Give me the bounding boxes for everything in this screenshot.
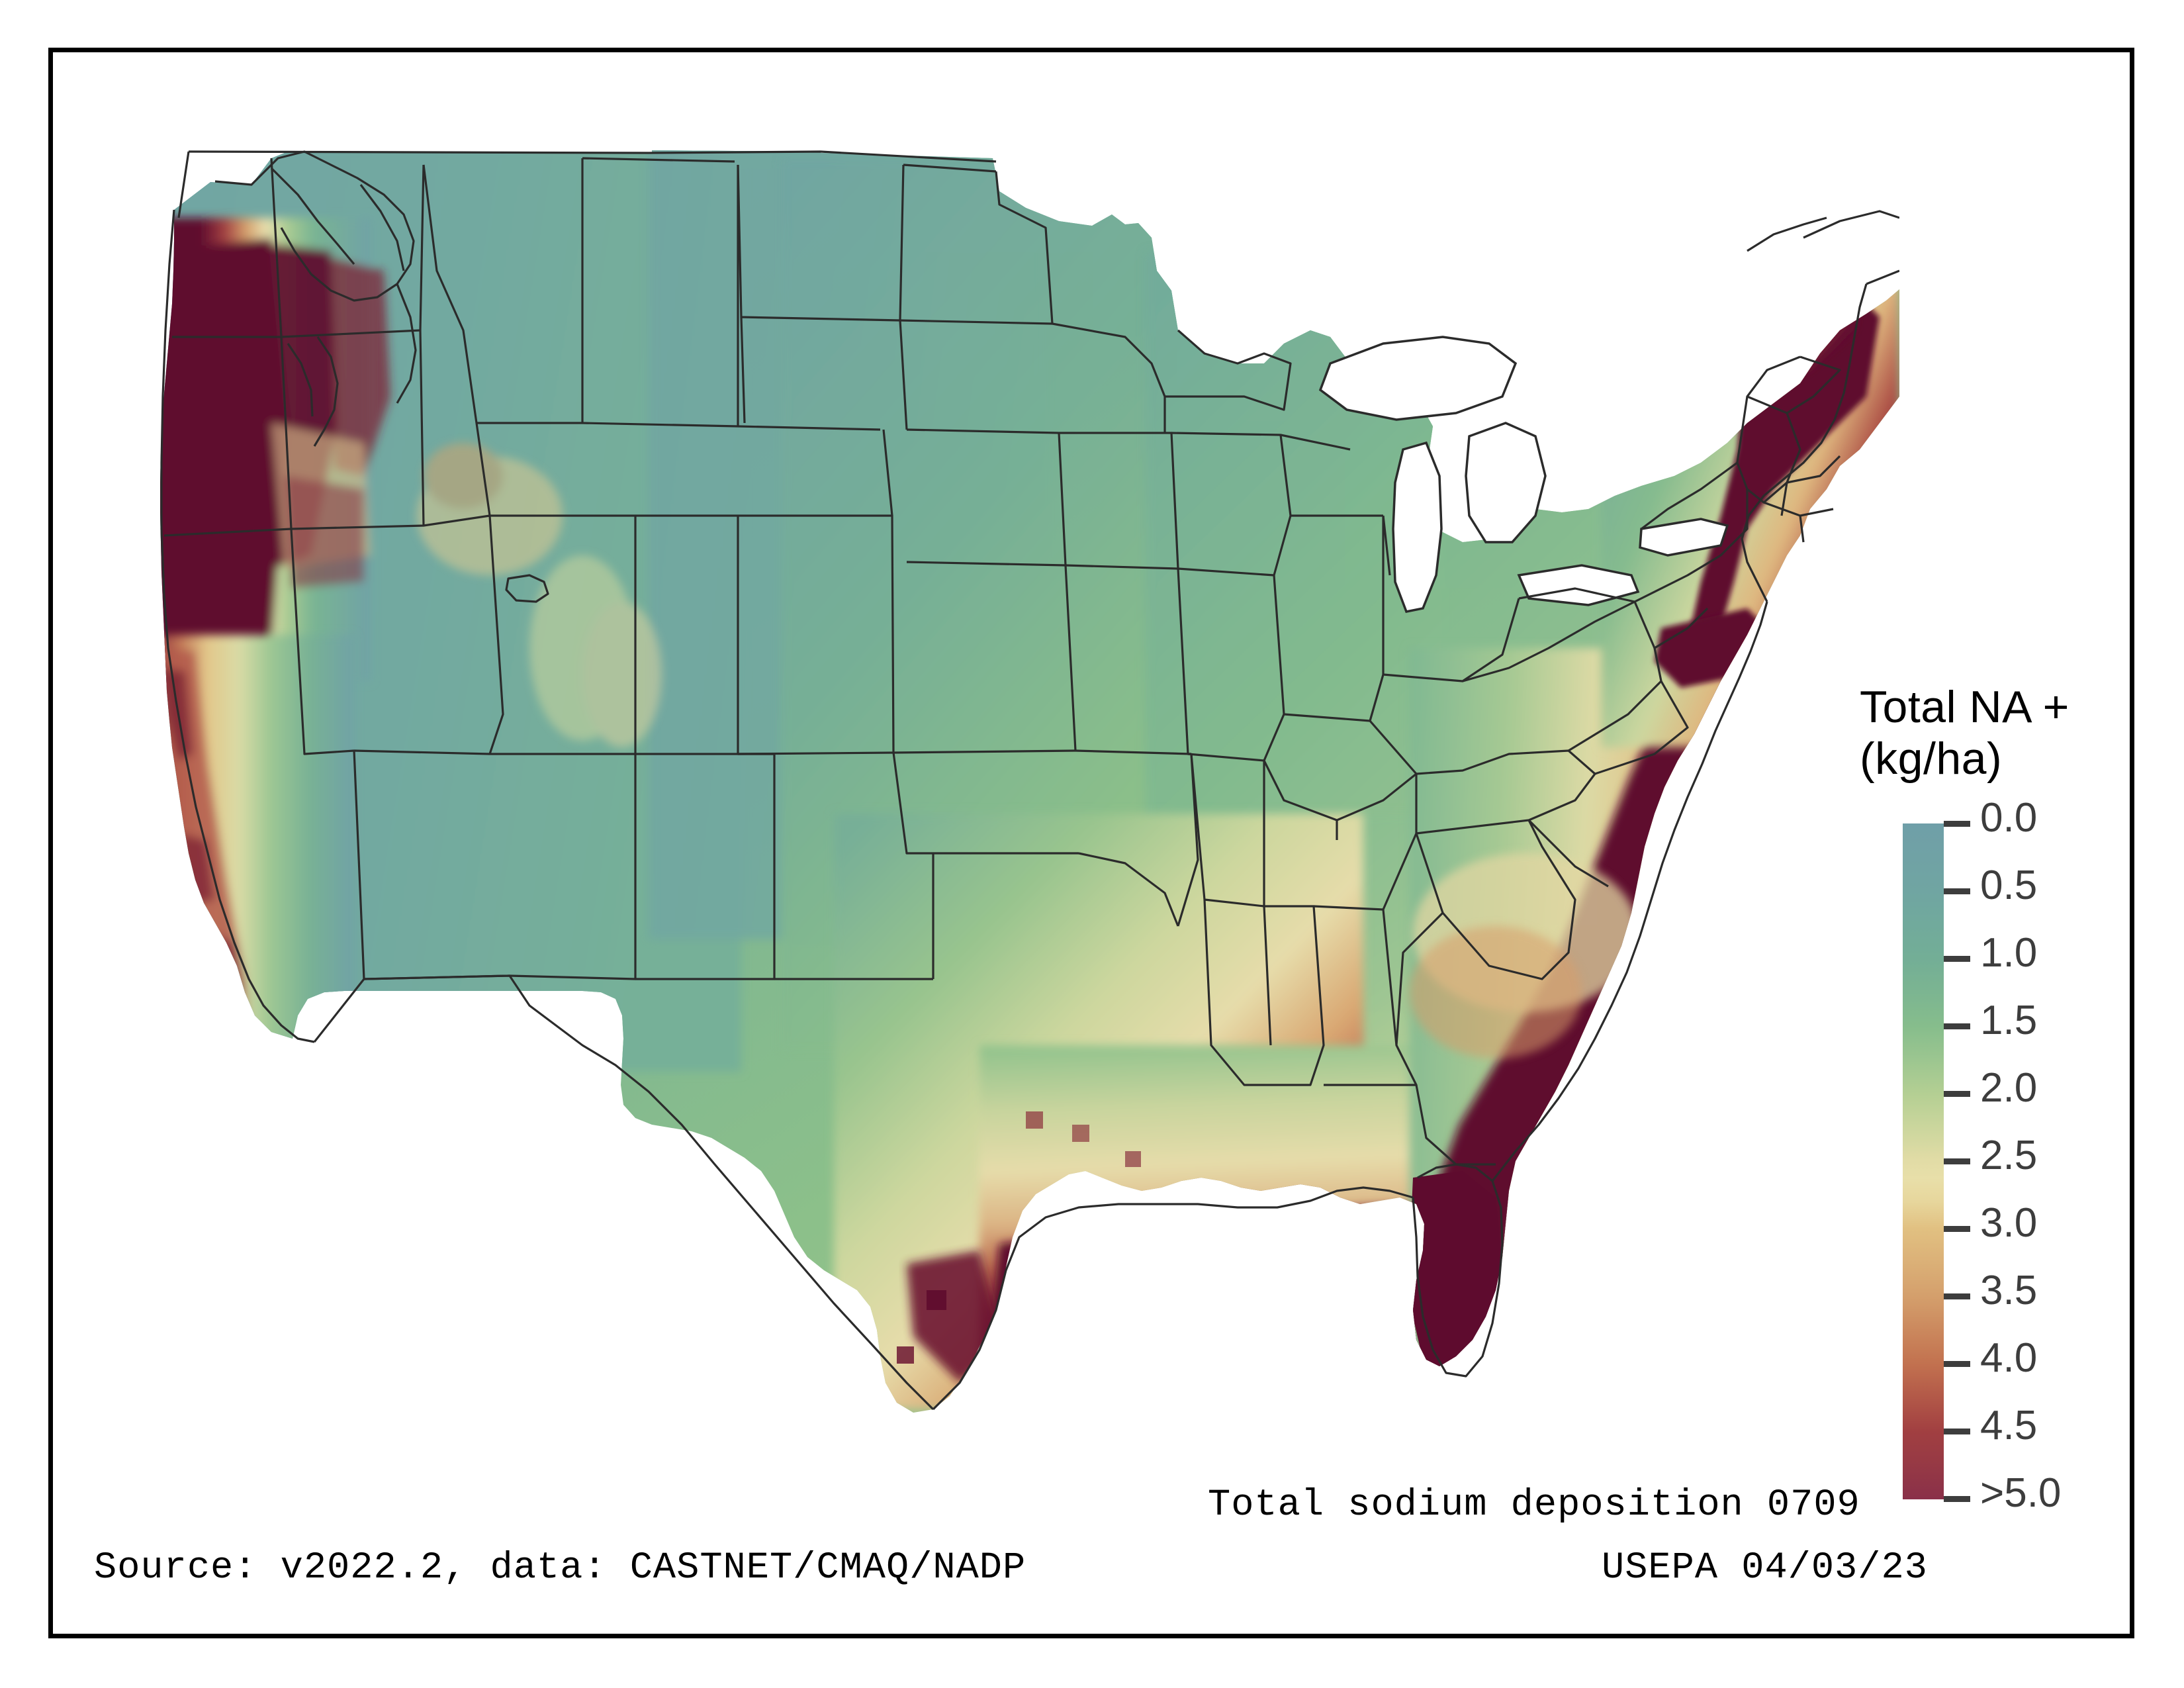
colorbar-tick-5 (1944, 1158, 1970, 1164)
colorbar-label-9: 4.5 (1980, 1403, 2038, 1448)
colorbar-tick-0 (1944, 821, 1970, 827)
colorbar-label-7: 3.5 (1980, 1268, 2038, 1313)
colorbar-gradient (1903, 823, 1944, 1499)
map-caption-agency: USEPA 04/03/23 (1602, 1547, 1928, 1589)
colorbar-tick-3 (1944, 1023, 1970, 1029)
colorbar-label-8: 4.0 (1980, 1335, 2038, 1381)
figure-frame: Total NA + (kg/ha) (48, 48, 2134, 1638)
colorbar-tick-6 (1944, 1226, 1970, 1232)
colorbar-label-10: >5.0 (1980, 1470, 2062, 1516)
colorbar-label-4: 2.0 (1980, 1065, 2038, 1111)
colorbar-label-5: 2.5 (1980, 1133, 2038, 1178)
colorbar-label-1: 0.5 (1980, 863, 2038, 908)
colorbar-tick-8 (1944, 1361, 1970, 1367)
colorbar-tick-4 (1944, 1091, 1970, 1097)
colorbar-tick-1 (1944, 888, 1970, 894)
colorbar-legend: Total NA + (kg/ha) (1853, 681, 2138, 1562)
map-caption-title: Total sodium deposition 0709 (1208, 1484, 1860, 1526)
colorbar-tick-2 (1944, 956, 1970, 962)
legend-title-line1: Total NA + (1860, 682, 2070, 732)
map-caption-source: Source: v2022.2, data: CASTNET/CMAQ/NADP (94, 1547, 1026, 1589)
colorbar-label-2: 1.0 (1980, 930, 2038, 976)
colorbar-label-3: 1.5 (1980, 998, 2038, 1043)
region-pacific-northwest (160, 218, 390, 681)
map-canvas (53, 52, 1899, 1482)
state-boundaries (163, 150, 1841, 1166)
colorbar-label-6: 3.0 (1980, 1200, 2038, 1246)
colorbar[interactable] (1903, 823, 1944, 1499)
deposition-raster (53, 52, 1899, 1482)
colorbar-tick-10 (1944, 1496, 1970, 1502)
colorbar-tick-9 (1944, 1429, 1970, 1434)
coastlines (160, 150, 1899, 1411)
colorbar-label-0: 0.0 (1980, 795, 2038, 841)
legend-title-line2: (kg/ha) (1860, 733, 2003, 784)
colorbar-tick-7 (1944, 1293, 1970, 1299)
outside-domain-mask (53, 52, 1899, 152)
